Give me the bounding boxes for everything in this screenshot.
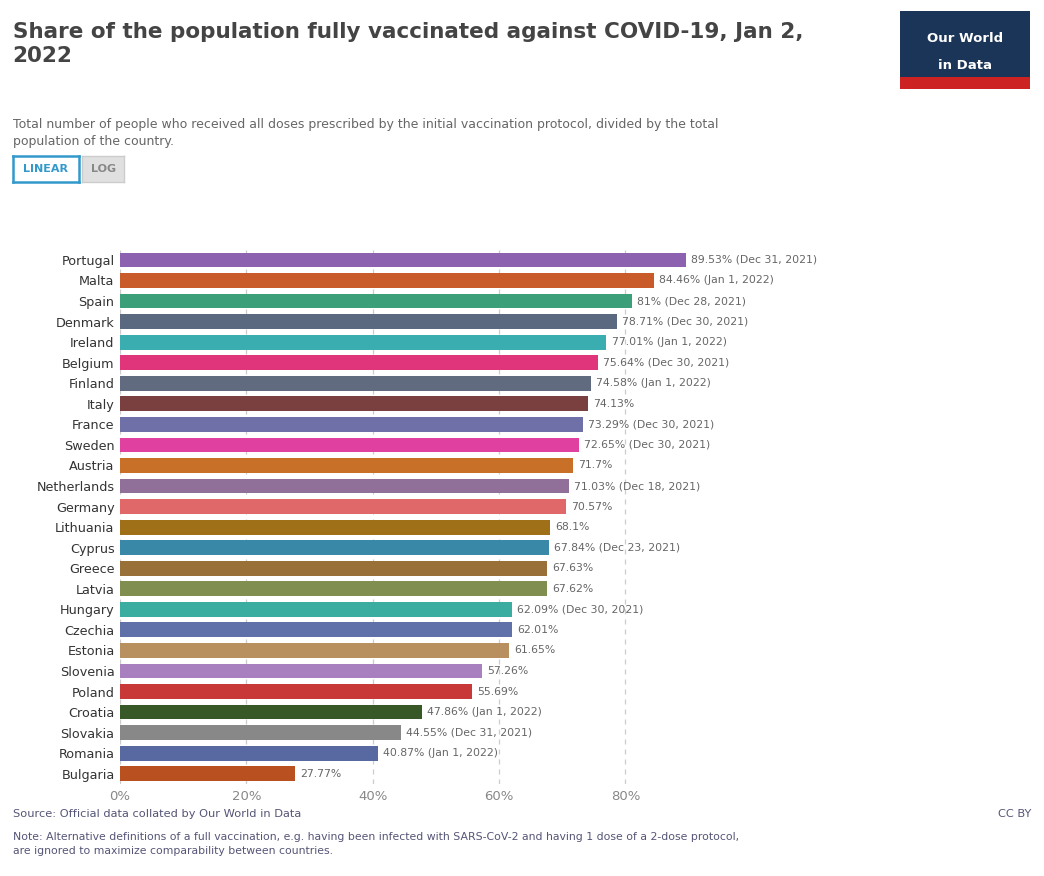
Bar xyxy=(120,664,481,678)
Text: 77.01% (Jan 1, 2022): 77.01% (Jan 1, 2022) xyxy=(612,337,727,347)
Text: 89.53% (Dec 31, 2021): 89.53% (Dec 31, 2021) xyxy=(690,255,816,265)
Text: 74.13%: 74.13% xyxy=(593,399,635,409)
Text: 44.55% (Dec 31, 2021): 44.55% (Dec 31, 2021) xyxy=(406,728,532,738)
Bar xyxy=(120,582,547,597)
Bar xyxy=(120,293,632,308)
Bar xyxy=(120,704,423,719)
Text: 62.09% (Dec 30, 2021): 62.09% (Dec 30, 2021) xyxy=(517,604,644,614)
Bar xyxy=(120,499,566,514)
Bar xyxy=(120,314,617,329)
Bar xyxy=(120,273,654,288)
Bar xyxy=(120,561,547,576)
Bar xyxy=(120,478,569,493)
Text: 55.69%: 55.69% xyxy=(477,687,518,696)
Text: in Data: in Data xyxy=(939,60,992,72)
Text: 75.64% (Dec 30, 2021): 75.64% (Dec 30, 2021) xyxy=(602,357,729,368)
Text: 71.03% (Dec 18, 2021): 71.03% (Dec 18, 2021) xyxy=(574,481,701,491)
Bar xyxy=(120,397,588,411)
Text: 57.26%: 57.26% xyxy=(487,666,528,676)
Bar xyxy=(120,602,513,617)
Text: 68.1%: 68.1% xyxy=(555,522,590,532)
Text: CC BY: CC BY xyxy=(998,809,1031,819)
Text: 72.65% (Dec 30, 2021): 72.65% (Dec 30, 2021) xyxy=(584,440,710,450)
Bar xyxy=(120,540,548,555)
Text: 74.58% (Jan 1, 2022): 74.58% (Jan 1, 2022) xyxy=(596,378,711,388)
Bar xyxy=(120,519,550,534)
Text: 73.29% (Dec 30, 2021): 73.29% (Dec 30, 2021) xyxy=(588,420,714,429)
Text: 61.65%: 61.65% xyxy=(515,646,555,655)
Text: LINEAR: LINEAR xyxy=(23,164,69,174)
Text: 40.87% (Jan 1, 2022): 40.87% (Jan 1, 2022) xyxy=(383,748,498,759)
Bar xyxy=(120,643,509,658)
Text: 67.63%: 67.63% xyxy=(552,563,594,573)
Bar xyxy=(120,417,583,432)
Text: 27.77%: 27.77% xyxy=(301,769,341,779)
Bar xyxy=(120,356,598,370)
Bar xyxy=(120,376,591,391)
Text: 81% (Dec 28, 2021): 81% (Dec 28, 2021) xyxy=(637,296,745,306)
Text: Share of the population fully vaccinated against COVID-19, Jan 2,
2022: Share of the population fully vaccinated… xyxy=(13,22,803,66)
Bar xyxy=(120,335,607,350)
Text: 78.71% (Dec 30, 2021): 78.71% (Dec 30, 2021) xyxy=(622,316,749,327)
Bar xyxy=(120,725,402,740)
Text: Source: Official data collated by Our World in Data: Source: Official data collated by Our Wo… xyxy=(13,809,301,819)
Bar xyxy=(120,252,686,267)
Text: 62.01%: 62.01% xyxy=(517,625,559,635)
Text: Total number of people who received all doses prescribed by the initial vaccinat: Total number of people who received all … xyxy=(13,118,718,148)
Text: Note: Alternative definitions of a full vaccination, e.g. having been infected w: Note: Alternative definitions of a full … xyxy=(13,832,739,856)
Bar xyxy=(120,623,512,637)
Text: 70.57%: 70.57% xyxy=(571,502,612,512)
Bar xyxy=(120,745,378,760)
Text: 67.84% (Dec 23, 2021): 67.84% (Dec 23, 2021) xyxy=(553,542,680,553)
Text: 67.62%: 67.62% xyxy=(552,583,593,594)
Text: Our World: Our World xyxy=(927,32,1003,45)
Text: LOG: LOG xyxy=(91,164,116,174)
Bar xyxy=(120,766,295,781)
Bar xyxy=(120,684,472,699)
Bar xyxy=(120,437,579,452)
Text: 47.86% (Jan 1, 2022): 47.86% (Jan 1, 2022) xyxy=(427,707,542,717)
Bar xyxy=(120,458,573,473)
Text: 71.7%: 71.7% xyxy=(578,461,613,470)
Text: 84.46% (Jan 1, 2022): 84.46% (Jan 1, 2022) xyxy=(659,275,774,286)
